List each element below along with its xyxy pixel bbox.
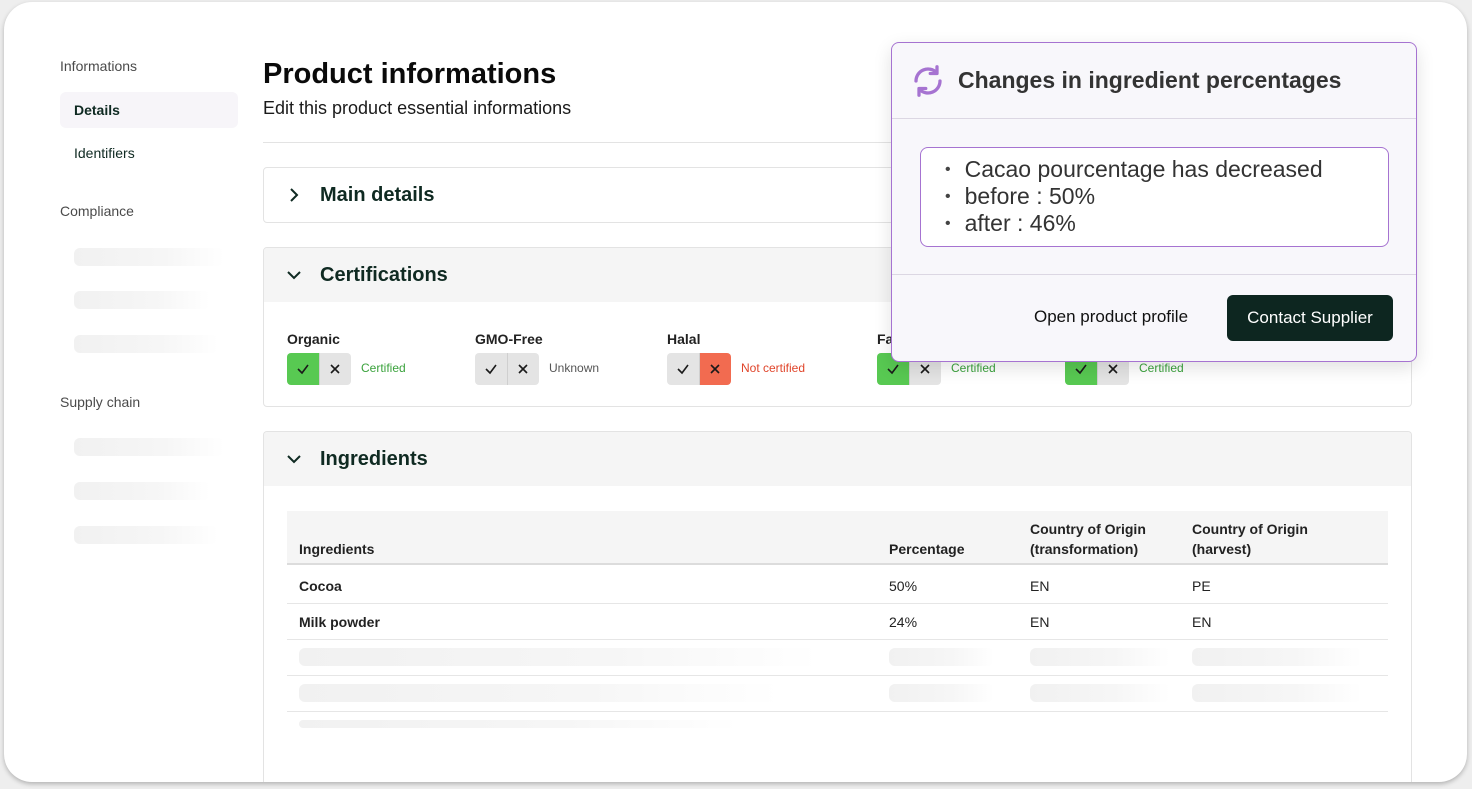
cert-toggle-gmo-free bbox=[475, 353, 539, 385]
table-skeleton bbox=[1192, 648, 1362, 666]
ingredients-table-header: Ingredients Percentage Country of Origin… bbox=[287, 511, 1388, 565]
popover-footer: Open product profile Contact Supplier bbox=[892, 275, 1416, 361]
cert-label-gmo-free: GMO-Free bbox=[475, 331, 543, 347]
table-cell-transformation: EN bbox=[1030, 614, 1050, 630]
table-skeleton bbox=[299, 684, 779, 702]
cert-label-organic: Organic bbox=[287, 331, 340, 347]
check-icon bbox=[297, 364, 309, 375]
cert-no-button[interactable] bbox=[318, 353, 351, 385]
cert-status-fa: Certified bbox=[951, 361, 996, 375]
row-divider bbox=[287, 675, 1388, 676]
cert-yes-button[interactable] bbox=[475, 353, 507, 385]
table-skeleton bbox=[1030, 648, 1170, 666]
contact-supplier-button[interactable]: Contact Supplier bbox=[1227, 295, 1393, 341]
cert-status-halal: Not certified bbox=[741, 361, 806, 375]
table-cell-harvest: EN bbox=[1192, 614, 1212, 630]
chevron-right-icon bbox=[290, 188, 299, 202]
cert-toggle-halal bbox=[667, 353, 731, 385]
col-header-line: (transformation) bbox=[1030, 541, 1139, 557]
table-skeleton bbox=[889, 684, 994, 702]
popover-body: Cacao pourcentage has decreased before :… bbox=[892, 119, 1416, 275]
row-divider bbox=[287, 603, 1388, 604]
main-details-title: Main details bbox=[320, 183, 435, 206]
app-window: Informations Details Identifiers Complia… bbox=[4, 2, 1467, 782]
cert-no-button[interactable] bbox=[506, 353, 539, 385]
sidebar-skeleton bbox=[74, 335, 218, 353]
close-icon bbox=[330, 364, 340, 374]
change-item: Cacao pourcentage has decreased bbox=[945, 156, 1388, 183]
close-icon bbox=[518, 364, 528, 374]
table-cell-transformation: EN bbox=[1030, 578, 1050, 594]
popover-header: Changes in ingredient percentages bbox=[892, 43, 1416, 119]
certifications-title: Certifications bbox=[320, 263, 448, 286]
close-icon bbox=[710, 364, 720, 374]
sidebar-item-details[interactable]: Details bbox=[60, 92, 238, 128]
chevron-down-icon bbox=[287, 271, 301, 280]
cert-status-fifth: Certified bbox=[1139, 361, 1184, 375]
close-icon bbox=[920, 364, 930, 374]
page-title: Product informations bbox=[263, 58, 557, 90]
cert-label-halal: Halal bbox=[667, 331, 701, 347]
cert-label-fa: Fa bbox=[877, 331, 894, 347]
check-icon bbox=[887, 364, 899, 375]
close-icon bbox=[1108, 364, 1118, 374]
sidebar-section-informations: Informations bbox=[60, 58, 138, 74]
sidebar-skeleton bbox=[74, 526, 218, 544]
col-header-origin-transformation: Country of Origin (transformation) bbox=[1030, 519, 1146, 559]
change-summary-box: Cacao pourcentage has decreased before :… bbox=[920, 147, 1389, 247]
col-header-percentage: Percentage bbox=[889, 541, 965, 557]
row-divider bbox=[287, 711, 1388, 712]
sidebar-skeleton bbox=[74, 438, 224, 456]
cert-status-gmo-free: Unknown bbox=[549, 361, 600, 375]
col-header-line: (harvest) bbox=[1192, 541, 1252, 557]
refresh-icon bbox=[914, 64, 942, 97]
table-skeleton bbox=[1192, 684, 1362, 702]
change-item: after : 46% bbox=[945, 210, 1388, 237]
table-skeleton bbox=[299, 720, 739, 728]
col-header-line: Country of Origin bbox=[1192, 521, 1308, 537]
row-divider bbox=[287, 639, 1388, 640]
change-item: before : 50% bbox=[945, 183, 1388, 210]
open-product-profile-button[interactable]: Open product profile bbox=[1034, 307, 1189, 326]
change-list: Cacao pourcentage has decreased before :… bbox=[945, 156, 1388, 237]
check-icon bbox=[677, 364, 689, 375]
main-details-toggle[interactable]: Main details bbox=[264, 168, 1411, 222]
cert-yes-button[interactable] bbox=[287, 353, 319, 385]
cert-no-button[interactable] bbox=[698, 353, 731, 385]
sidebar-skeleton bbox=[74, 248, 224, 266]
ingredient-change-popover: Changes in ingredient percentages Cacao … bbox=[891, 42, 1417, 362]
col-header-line: Country of Origin bbox=[1030, 521, 1146, 537]
cert-toggle-organic bbox=[287, 353, 351, 385]
check-icon bbox=[1075, 364, 1087, 375]
ingredients-card: Ingredients Ingredients Percentage Count… bbox=[263, 431, 1412, 782]
col-header-ingredients: Ingredients bbox=[299, 541, 375, 557]
chevron-down-icon bbox=[287, 455, 301, 464]
cert-status-organic: Certified bbox=[361, 361, 406, 375]
header-divider bbox=[263, 142, 1411, 143]
table-cell-name: Milk powder bbox=[299, 614, 380, 630]
sidebar-item-identifiers[interactable]: Identifiers bbox=[74, 145, 135, 161]
table-cell-harvest: PE bbox=[1192, 578, 1211, 594]
sidebar-skeleton bbox=[74, 482, 210, 500]
check-icon bbox=[485, 364, 497, 375]
table-cell-percentage: 50% bbox=[889, 578, 918, 594]
sidebar-section-supply-chain: Supply chain bbox=[60, 394, 141, 410]
col-header-origin-harvest: Country of Origin (harvest) bbox=[1192, 519, 1308, 559]
page-subtitle: Edit this product essential informations bbox=[263, 98, 572, 118]
table-cell-name: Cocoa bbox=[299, 578, 342, 594]
table-skeleton bbox=[1030, 684, 1170, 702]
table-cell-percentage: 24% bbox=[889, 614, 918, 630]
sidebar-skeleton bbox=[74, 291, 210, 309]
ingredients-toggle[interactable]: Ingredients bbox=[264, 432, 1411, 486]
table-skeleton bbox=[299, 648, 819, 666]
table-skeleton bbox=[889, 648, 994, 666]
sidebar-section-compliance: Compliance bbox=[60, 203, 134, 219]
popover-title: Changes in ingredient percentages bbox=[958, 67, 1342, 93]
ingredients-title: Ingredients bbox=[320, 447, 428, 470]
cert-yes-button[interactable] bbox=[667, 353, 699, 385]
